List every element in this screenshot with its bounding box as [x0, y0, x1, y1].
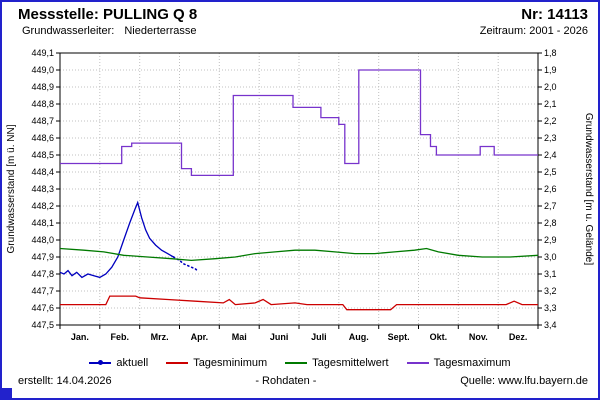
- svg-text:Nov.: Nov.: [469, 332, 488, 342]
- source-label: Quelle: www.lfu.bayern.de: [460, 375, 588, 387]
- svg-text:449,0: 449,0: [31, 65, 54, 75]
- legend-item-tagesmaximum: Tagesmaximum: [406, 357, 511, 369]
- svg-text:447,8: 447,8: [31, 269, 54, 279]
- svg-text:Juli: Juli: [311, 332, 327, 342]
- aquifer: Grundwasserleiter: Niederterrasse: [22, 24, 196, 38]
- svg-text:Mai: Mai: [232, 332, 247, 342]
- svg-text:3,4: 3,4: [544, 320, 557, 330]
- legend-swatch-icon: [406, 362, 429, 364]
- legend-item-aktuell: aktuell: [89, 357, 148, 369]
- svg-text:Mrz.: Mrz.: [151, 332, 169, 342]
- legend-marker-icon: [98, 360, 104, 365]
- svg-text:Dez.: Dez.: [509, 332, 528, 342]
- legend-swatch-icon: [166, 362, 189, 364]
- logo-square: [2, 388, 12, 398]
- svg-text:Okt.: Okt.: [430, 332, 448, 342]
- period-label: Zeitraum: 2001 - 2026: [479, 25, 588, 37]
- svg-text:2,5: 2,5: [544, 167, 557, 177]
- svg-text:447,6: 447,6: [31, 303, 54, 313]
- svg-text:448,1: 448,1: [31, 218, 54, 228]
- data-status: - Rohdaten -: [255, 375, 317, 387]
- svg-text:Aug.: Aug.: [349, 332, 369, 342]
- svg-text:Juni: Juni: [270, 332, 289, 342]
- legend: aktuell Tagesminimum Tagesmittelwert Tagesm…: [2, 354, 598, 372]
- svg-text:448,2: 448,2: [31, 201, 54, 211]
- header-row: Messstelle: PULLING Q 8 Nr: 14113: [2, 2, 598, 24]
- svg-text:2,2: 2,2: [544, 116, 557, 126]
- series-aktuell-provisional: [172, 256, 199, 272]
- svg-text:448,3: 448,3: [31, 184, 54, 194]
- legend-swatch-icon: [285, 362, 308, 364]
- svg-text:Apr.: Apr.: [191, 332, 209, 342]
- legend-label: aktuell: [116, 357, 149, 369]
- aquifer-value: Niederterrasse: [124, 25, 197, 37]
- legend-swatch-icon: [89, 360, 112, 365]
- svg-text:1,8: 1,8: [544, 48, 557, 58]
- svg-text:447,5: 447,5: [31, 320, 54, 330]
- svg-text:448,0: 448,0: [31, 235, 54, 245]
- svg-text:2,0: 2,0: [544, 82, 557, 92]
- station-title: Messstelle: PULLING Q 8: [18, 6, 198, 23]
- svg-text:448,7: 448,7: [31, 116, 54, 126]
- svg-text:Grundwasserstand [m ü. NN]: Grundwasserstand [m ü. NN]: [6, 124, 17, 253]
- svg-text:2,7: 2,7: [544, 201, 557, 211]
- svg-text:448,8: 448,8: [31, 99, 54, 109]
- svg-text:Sept.: Sept.: [388, 332, 410, 342]
- svg-text:3,0: 3,0: [544, 252, 557, 262]
- series-Tagesmaximum: [60, 69, 538, 177]
- series-aktuell: [59, 200, 174, 279]
- svg-text:447,9: 447,9: [31, 252, 54, 262]
- svg-text:2,6: 2,6: [544, 184, 557, 194]
- series-Tagesminimum: [60, 295, 538, 311]
- legend-label: Tagesminimum: [193, 357, 268, 369]
- footer-row: erstellt: 14.04.2026 - Rohdaten - Quelle…: [2, 372, 598, 387]
- svg-text:448,5: 448,5: [31, 150, 54, 160]
- svg-text:2,8: 2,8: [544, 218, 557, 228]
- station-number: Nr: 14113: [521, 6, 588, 23]
- svg-text:2,4: 2,4: [544, 150, 557, 160]
- svg-text:3,3: 3,3: [544, 303, 557, 313]
- svg-text:447,7: 447,7: [31, 286, 54, 296]
- svg-text:Jan.: Jan.: [71, 332, 89, 342]
- svg-text:449,1: 449,1: [31, 48, 54, 58]
- svg-text:2,3: 2,3: [544, 133, 557, 143]
- svg-text:Grundwasserstand [m u. Gelände: Grundwasserstand [m u. Gelände]: [583, 113, 594, 266]
- groundwater-chart: 449,1 1,8 449,0 1,9 448,9 2,0 448,8 2,1 448,7 2,2…: [6, 48, 594, 342]
- svg-text:Feb.: Feb.: [111, 332, 130, 342]
- svg-text:3,2: 3,2: [544, 286, 557, 296]
- aquifer-label: Grundwasserleiter:: [22, 25, 115, 37]
- svg-text:2,9: 2,9: [544, 235, 557, 245]
- svg-text:3,1: 3,1: [544, 269, 557, 279]
- series-Tagesmittelwert: [59, 247, 539, 262]
- legend-label: Tagesmittelwert: [312, 357, 389, 369]
- legend-item-tagesminimum: Tagesminimum: [166, 357, 267, 369]
- subheader-row: Grundwasserleiter: Niederterrasse Zeitrau…: [2, 24, 598, 38]
- svg-text:448,9: 448,9: [31, 82, 54, 92]
- svg-text:1,9: 1,9: [544, 65, 557, 75]
- legend-label: Tagesmaximum: [433, 357, 511, 369]
- svg-text:2,1: 2,1: [544, 99, 557, 109]
- legend-item-tagesmittelwert: Tagesmittelwert: [285, 357, 389, 369]
- created-date: erstellt: 14.04.2026: [18, 375, 112, 387]
- svg-text:448,4: 448,4: [31, 167, 54, 177]
- svg-text:448,6: 448,6: [31, 133, 54, 143]
